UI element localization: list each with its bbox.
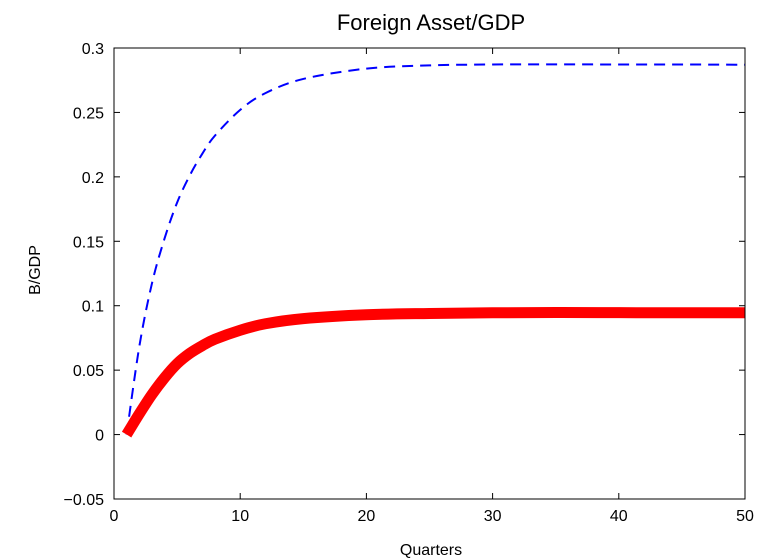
y-tick-label: 0.15 (73, 234, 104, 251)
y-tick-label: 0.25 (73, 105, 104, 122)
y-tick-label: 0.05 (73, 363, 104, 380)
x-tick-label: 20 (358, 508, 376, 525)
x-tick-label: 10 (231, 508, 249, 525)
x-tick-label: 30 (484, 508, 502, 525)
x-tick-label: 0 (110, 508, 119, 525)
x-axis-label: Quarters (400, 542, 462, 559)
y-axis-label: B/GDP (27, 245, 44, 295)
x-tick-label: 50 (736, 508, 754, 525)
chart-title: Foreign Asset/GDP (337, 10, 525, 35)
y-tick-label: 0.1 (82, 299, 104, 316)
y-tick-label: 0.3 (82, 41, 104, 58)
y-tick-label: −0.05 (64, 492, 105, 509)
axes-box (113, 47, 746, 500)
y-tick-label: 0 (95, 428, 104, 445)
y-tick-label: 0.2 (82, 170, 104, 187)
x-tick-label: 40 (610, 508, 628, 525)
plot-area: 0 10 20 30 40 50 −0.05 0 0.05 0.1 0.15 0.2 0.25 0.3 (64, 41, 754, 525)
series-line-dashed (125, 63, 746, 435)
series-line-solid (121, 307, 746, 438)
